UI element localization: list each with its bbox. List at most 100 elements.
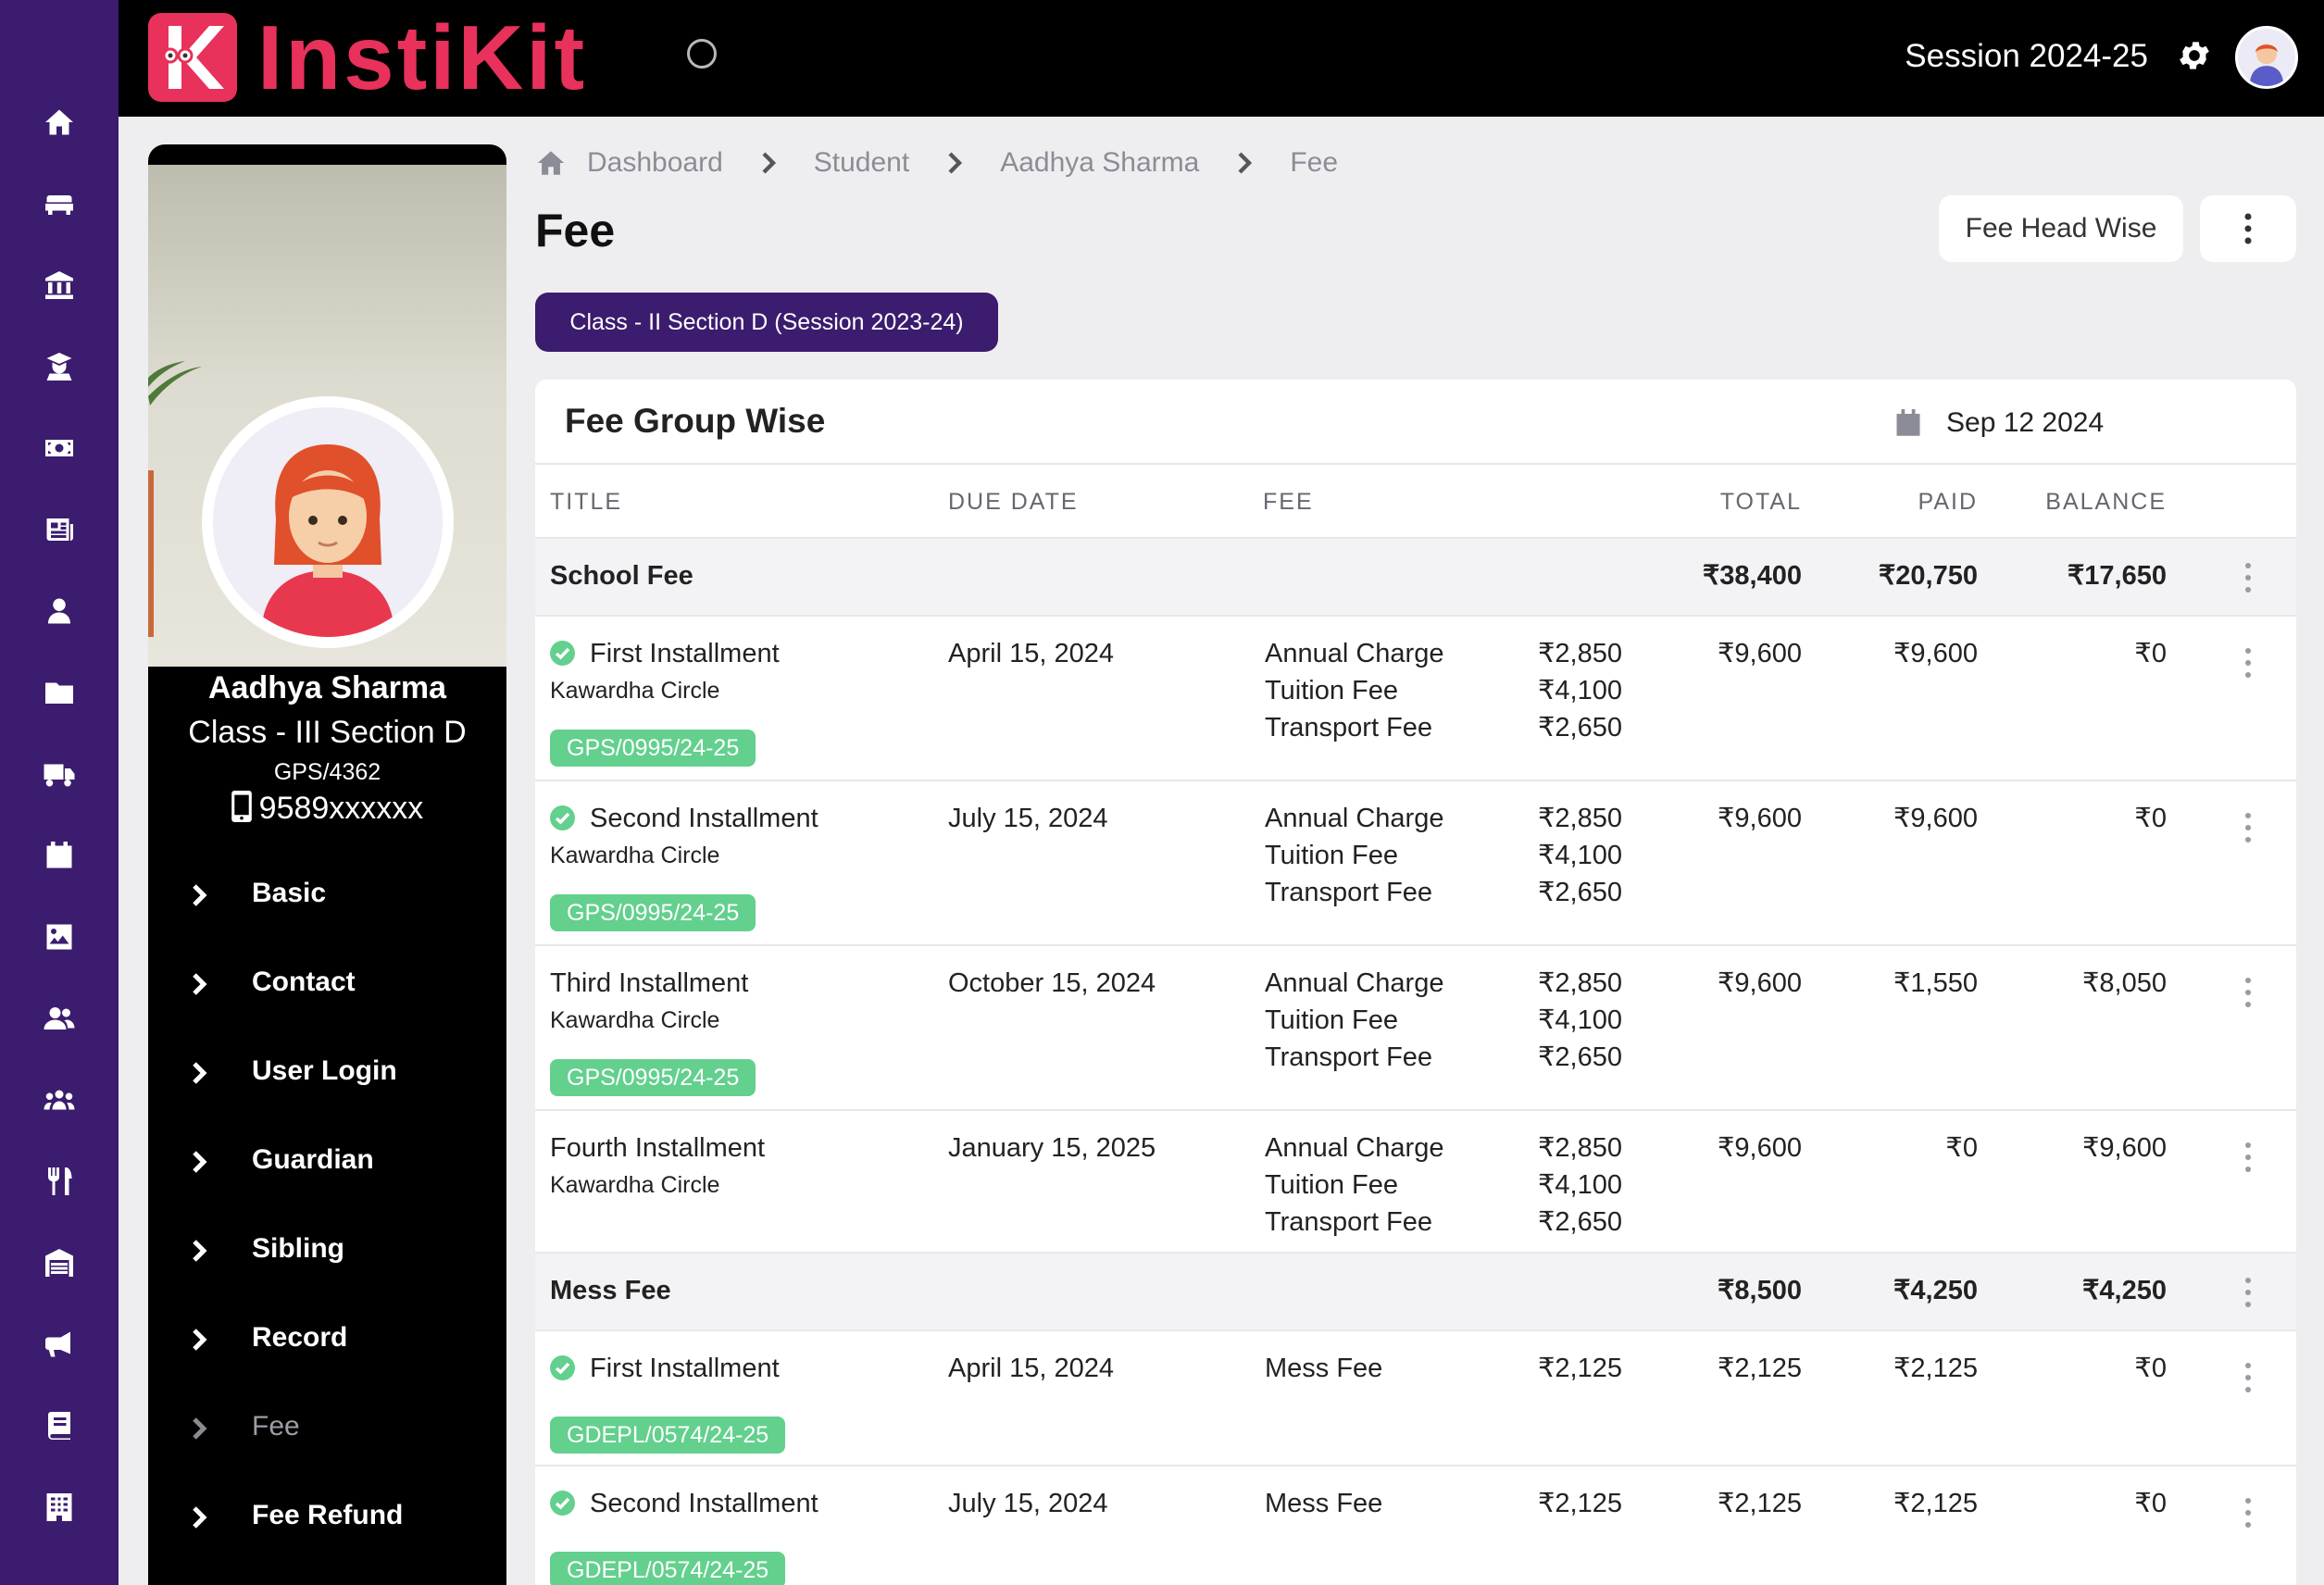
fee-head-amount: ₹2,125 [1537, 1489, 1622, 1518]
installment-location: Kawardha Circle [550, 678, 720, 704]
receipt-badge[interactable]: GPS/0995/24-25 [550, 730, 756, 767]
due-date: January 15, 2025 [948, 1133, 1156, 1163]
sidebar-rail [0, 0, 119, 1585]
due-date: July 15, 2024 [948, 804, 1108, 833]
folder-icon[interactable] [31, 665, 87, 720]
breadcrumb-student[interactable]: Student [813, 147, 910, 178]
fee-head-name: Tuition Fee [1265, 676, 1398, 705]
graduate-icon[interactable] [31, 339, 87, 394]
phone-number: 9589xxxxxx [258, 791, 424, 826]
user-icon[interactable] [31, 583, 87, 639]
gear-icon[interactable] [2176, 37, 2213, 74]
installment-row: Second Installment GDEPL/0574/24-25 July 1… [535, 1466, 2296, 1585]
profile-menu-label: Fee [252, 1411, 300, 1441]
installment-title: Fourth Installment [550, 1129, 765, 1167]
receipt-badge[interactable]: GDEPL/0574/24-25 [550, 1417, 786, 1454]
logo-mark[interactable] [148, 13, 237, 102]
class-session-pill[interactable]: Class - II Section D (Session 2023-24) [535, 293, 998, 352]
group-icon[interactable] [31, 1072, 87, 1128]
chevron-right-icon [185, 970, 213, 998]
installment-paid: ₹2,125 [1893, 1489, 1978, 1518]
row-menu-kebab-icon[interactable] [2241, 976, 2255, 1009]
column-fee: FEE [1263, 489, 1314, 515]
session-selector[interactable]: Session 2024-25 [1905, 38, 2148, 74]
loading-indicator-icon [687, 39, 717, 69]
installment-balance: ₹0 [2134, 639, 2167, 668]
breadcrumb: Dashboard Student Aadhya Sharma Fee [535, 143, 1338, 183]
fee-head-name: Transport Fee [1265, 713, 1433, 743]
student-class: Class - III Section D [188, 715, 467, 750]
chevron-right-icon [185, 1148, 213, 1176]
building-icon[interactable] [31, 1479, 87, 1535]
receipt-badge[interactable]: GPS/0995/24-25 [550, 894, 756, 931]
sofa-icon[interactable] [31, 176, 87, 231]
chevron-right-icon [941, 149, 968, 177]
profile-menu-item-sibling[interactable]: Sibling [148, 1218, 506, 1283]
home-icon[interactable] [535, 147, 567, 179]
installment-balance: ₹0 [2134, 1354, 2167, 1383]
fee-head-amount: ₹2,650 [1537, 713, 1622, 743]
group-name: School Fee [550, 561, 693, 591]
date-display[interactable]: Sep 12 2024 [1894, 407, 2104, 439]
fee-head-amount: ₹4,100 [1537, 1170, 1622, 1200]
profile-menu-label: User Login [252, 1055, 397, 1086]
image-icon[interactable] [31, 909, 87, 965]
page-title: Fee [535, 205, 616, 256]
more-options-button[interactable] [2200, 195, 2296, 262]
receipt-badge[interactable]: GDEPL/0574/24-25 [550, 1552, 786, 1585]
kebab-icon [2244, 213, 2252, 244]
fee-head-amount: ₹2,850 [1537, 804, 1622, 833]
installment-title: Third Installment [550, 965, 748, 1002]
money-icon[interactable] [31, 420, 87, 476]
row-menu-kebab-icon[interactable] [2241, 1276, 2255, 1309]
home-icon[interactable] [31, 94, 87, 150]
receipt-badge[interactable]: GPS/0995/24-25 [550, 1059, 756, 1096]
newspaper-icon[interactable] [31, 502, 87, 557]
utensils-icon[interactable] [31, 1154, 87, 1209]
profile-menu-item-user-login[interactable]: User Login [148, 1041, 506, 1105]
installment-paid: ₹2,125 [1893, 1354, 1978, 1383]
installment-title: First Installment [550, 1350, 780, 1387]
profile-menu-item-basic[interactable]: Basic [148, 863, 506, 928]
bank-icon[interactable] [31, 257, 87, 313]
calendar-icon[interactable] [31, 828, 87, 883]
installment-location: Kawardha Circle [550, 1007, 720, 1033]
row-menu-kebab-icon[interactable] [2241, 646, 2255, 680]
book-icon[interactable] [31, 1398, 87, 1454]
profile-menu-label: Fee Refund [252, 1500, 404, 1530]
user-avatar[interactable] [2235, 26, 2298, 89]
installment-name: First Installment [590, 1354, 780, 1383]
row-menu-kebab-icon[interactable] [2241, 1141, 2255, 1174]
breadcrumb-dashboard[interactable]: Dashboard [587, 147, 723, 178]
student-profile-panel: Aadhya Sharma Class - III Section D GPS/… [148, 144, 506, 1585]
fee-head-amount: ₹2,650 [1537, 878, 1622, 907]
profile-menu-item-fee-refund[interactable]: Fee Refund [148, 1485, 506, 1550]
row-menu-kebab-icon[interactable] [2241, 1361, 2255, 1394]
installment-paid: ₹9,600 [1893, 639, 1978, 668]
profile-menu-item-guardian[interactable]: Guardian [148, 1129, 506, 1194]
due-date: April 15, 2024 [948, 1354, 1114, 1383]
fee-head-name: Annual Charge [1265, 1133, 1444, 1163]
group-total: ₹8,500 [1717, 1276, 1802, 1305]
users-icon[interactable] [31, 991, 87, 1046]
profile-menu-item-fee[interactable]: Fee [148, 1396, 506, 1461]
fee-head-amount: ₹2,850 [1537, 1133, 1622, 1163]
installment-row: Second Installment Kawardha Circle GPS/099… [535, 781, 2296, 946]
profile-menu-item-record[interactable]: Record [148, 1307, 506, 1372]
warehouse-icon[interactable] [31, 1235, 87, 1291]
row-menu-kebab-icon[interactable] [2241, 1496, 2255, 1529]
installment-location: Kawardha Circle [550, 1172, 720, 1198]
installment-total: ₹9,600 [1717, 639, 1802, 668]
top-bar: InstiKit Session 2024-25 [119, 0, 2324, 117]
paid-check-icon [550, 641, 575, 666]
row-menu-kebab-icon[interactable] [2241, 811, 2255, 844]
breadcrumb-student-name[interactable]: Aadhya Sharma [1000, 147, 1200, 178]
fee-head-wise-button[interactable]: Fee Head Wise [1939, 195, 2183, 262]
megaphone-icon[interactable] [31, 1317, 87, 1372]
chevron-right-icon [185, 1237, 213, 1265]
profile-menu-item-contact[interactable]: Contact [148, 952, 506, 1017]
row-menu-kebab-icon[interactable] [2241, 561, 2255, 594]
installment-name: Second Installment [590, 1489, 818, 1518]
fee-head-amount: ₹2,125 [1537, 1354, 1622, 1383]
truck-icon[interactable] [31, 746, 87, 802]
